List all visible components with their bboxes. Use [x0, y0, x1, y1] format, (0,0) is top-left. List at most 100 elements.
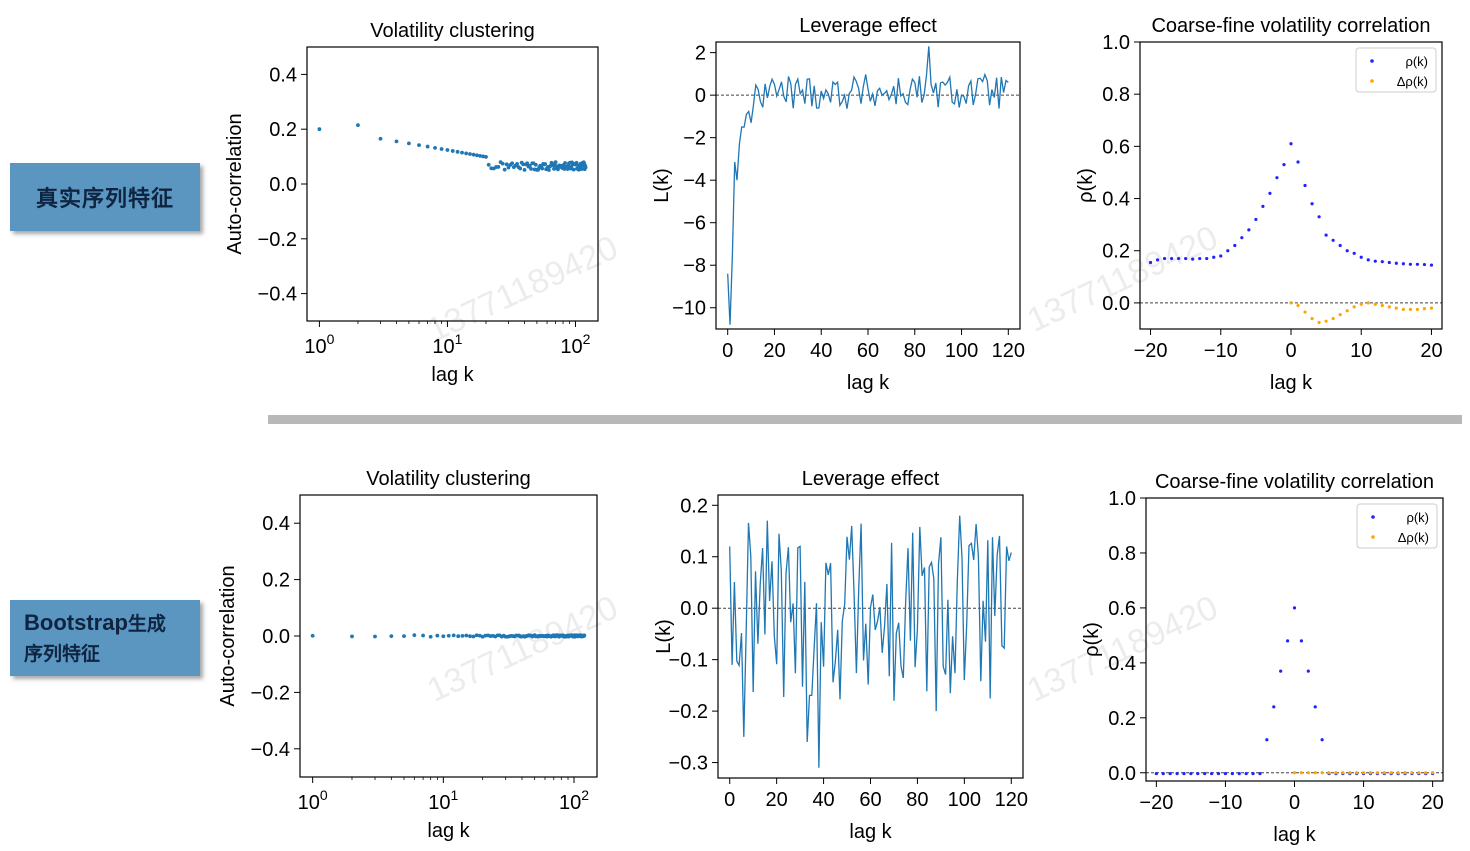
real-vol-point-101 [574, 160, 579, 165]
real-cf-ytick-label-0: 0.0 [1102, 293, 1130, 315]
boot-vol-point-14 [464, 633, 469, 638]
real-cf-s0-point-38 [1415, 262, 1420, 266]
real-vol-point-0 [317, 127, 322, 132]
real-cf-s0-point-30 [1359, 255, 1363, 259]
boot-cf-legend: ρ(k) Δρ(k) [1356, 503, 1438, 549]
real-cf-s1-point-11 [1366, 301, 1370, 305]
boot-lev-ytick-label-2: 0.0 [680, 598, 708, 620]
boot-cf-xtick-label-2: 0 [1289, 792, 1300, 814]
boot-cf-s0-point-10 [1223, 771, 1228, 776]
chart-bootstrap-coarse-fine: Coarse-fine volatility correlation lag k ρ… [1081, 471, 1444, 846]
real-lev-series-line [727, 46, 1009, 325]
boot-vol-ytick-label-0: −0.4 [251, 739, 290, 761]
real-vol-point-13 [464, 151, 469, 156]
real-vol-point-44 [529, 166, 533, 171]
boot-cf-s0-point-20 [1292, 606, 1297, 610]
real-cf-s1-point-13 [1380, 303, 1384, 308]
real-cf-ytick-label-2: 0.4 [1102, 189, 1130, 211]
real-vol-xtick-exp-1: 1 [455, 331, 463, 347]
boot-cf-plot: Coarse-fine volatility correlation lag k ρ… [1081, 471, 1444, 846]
boot-lev-xlabel: lag k [849, 821, 892, 843]
boot-cf-s0-point-12 [1237, 771, 1241, 776]
real-cf-xlabel: lag k [1270, 372, 1313, 394]
boot-cf-s1-point-6 [1334, 771, 1338, 775]
boot-cf-s0-point-19 [1285, 639, 1290, 643]
boot-lev-ytick-label-4: −0.2 [669, 701, 708, 723]
real-vol-ytick-label-1: −0.2 [258, 229, 297, 251]
real-lev-ytick-label-0: 2 [695, 43, 706, 65]
real-lev-ytick-label-1: 0 [695, 85, 706, 107]
boot-cf-s0-point-24 [1320, 738, 1324, 742]
boot-lev-ytick-label-0: 0.2 [680, 495, 708, 517]
real-lev-ytick-label-4: −6 [683, 213, 706, 235]
real-cf-s1-point-0 [1289, 301, 1293, 305]
real-vol-point-41 [525, 161, 530, 166]
real-vol-point-111 [579, 164, 584, 169]
boot-cf-s1-point-9 [1355, 771, 1359, 775]
real-vol-xtick-base-2: 10 [560, 336, 582, 358]
real-cf-s0-point-10 [1219, 254, 1223, 258]
real-cf-s0-point-32 [1373, 259, 1377, 263]
boot-vol-ylabel: Auto-correlation [217, 565, 239, 706]
real-cf-s1-point-14 [1387, 305, 1391, 309]
boot-vol-point-15 [468, 634, 472, 639]
real-cf-plot: Coarse-fine volatility correlation lag k ρ… [1075, 15, 1443, 394]
boot-vol-ytick-label-1: −0.2 [251, 682, 290, 704]
real-vol-point-72 [556, 167, 560, 172]
boot-cf-s1-point-12 [1375, 771, 1379, 775]
real-cf-s0-point-33 [1380, 260, 1384, 264]
real-vol-point-27 [502, 167, 507, 172]
real-cf-s1-point-10 [1359, 302, 1363, 306]
real-cf-legend-marker-0 [1370, 59, 1374, 63]
real-lev-xtick-label-3: 60 [857, 340, 879, 362]
boot-lev-plot: Leverage effect lag k L(k) 0.2 0.1 0.0 −0.1 −0.… [653, 468, 1028, 843]
real-cf-s0-point-29 [1352, 251, 1356, 255]
boot-cf-xtick-label-0: −20 [1139, 792, 1173, 814]
real-vol-point-36 [518, 166, 523, 171]
boot-vol-ytick-label-3: 0.2 [262, 570, 290, 592]
real-lev-ytick-label-6: −10 [672, 298, 706, 320]
boot-vol-point-11 [451, 633, 456, 638]
boot-cf-s0-point-17 [1272, 705, 1276, 709]
boot-cf-s0-point-8 [1210, 771, 1214, 776]
real-cf-s0-point-5 [1184, 256, 1188, 261]
real-cf-s0-point-2 [1162, 256, 1167, 261]
boot-vol-point-7 [428, 634, 433, 639]
real-cf-s0-point-6 [1191, 257, 1195, 261]
boot-cf-s0-point-22 [1306, 669, 1310, 673]
real-cf-s0-point-39 [1422, 262, 1427, 267]
boot-cf-s0-point-7 [1203, 771, 1207, 776]
boot-vol-xtick-base-0: 10 [298, 792, 320, 814]
boot-lev-title: Leverage effect [802, 468, 940, 490]
boot-vol-point-18 [477, 633, 482, 638]
boot-cf-s1-point-1 [1299, 771, 1304, 775]
real-cf-s0-point-34 [1387, 260, 1391, 265]
real-cf-s0-point-23 [1310, 202, 1314, 206]
real-cf-s1-point-15 [1394, 306, 1398, 310]
real-cf-s0-point-9 [1212, 255, 1216, 259]
bootstrap-label-latin: Bootstrap [24, 610, 128, 635]
boot-vol-xtick-label-1: 101 [428, 787, 458, 814]
boot-cf-s0-point-21 [1299, 639, 1304, 643]
real-cf-xtick-label-3: 10 [1350, 340, 1372, 362]
real-cf-s0-point-7 [1198, 256, 1202, 261]
boot-lev-ytick-label-3: −0.1 [669, 650, 708, 672]
real-cf-xtick-label-4: 20 [1420, 340, 1442, 362]
boot-lev-xtick-label-1: 20 [766, 789, 788, 811]
real-cf-s0-point-36 [1401, 262, 1405, 266]
real-vol-point-6 [425, 144, 430, 149]
real-vol-xlabel: lag k [431, 364, 474, 386]
boot-vol-xlabel: lag k [427, 820, 470, 842]
boot-cf-ytick-label-5: 1.0 [1108, 488, 1136, 510]
real-vol-point-96 [571, 167, 576, 172]
real-vol-point-31 [510, 161, 515, 166]
real-cf-s1-point-20 [1429, 306, 1434, 310]
real-cf-s0-point-26 [1331, 238, 1335, 242]
chart-bootstrap-leverage-effect: Leverage effect lag k L(k) 0.2 0.1 0.0 −0.1 −0.… [653, 468, 1028, 843]
real-vol-point-38 [521, 162, 526, 167]
real-vol-xtick-base-1: 10 [432, 336, 454, 358]
boot-cf-s1-point-15 [1396, 771, 1400, 775]
boot-cf-legend-box [1356, 503, 1438, 549]
boot-cf-s0-point-11 [1230, 771, 1234, 776]
boot-vol-point-8 [435, 633, 440, 638]
